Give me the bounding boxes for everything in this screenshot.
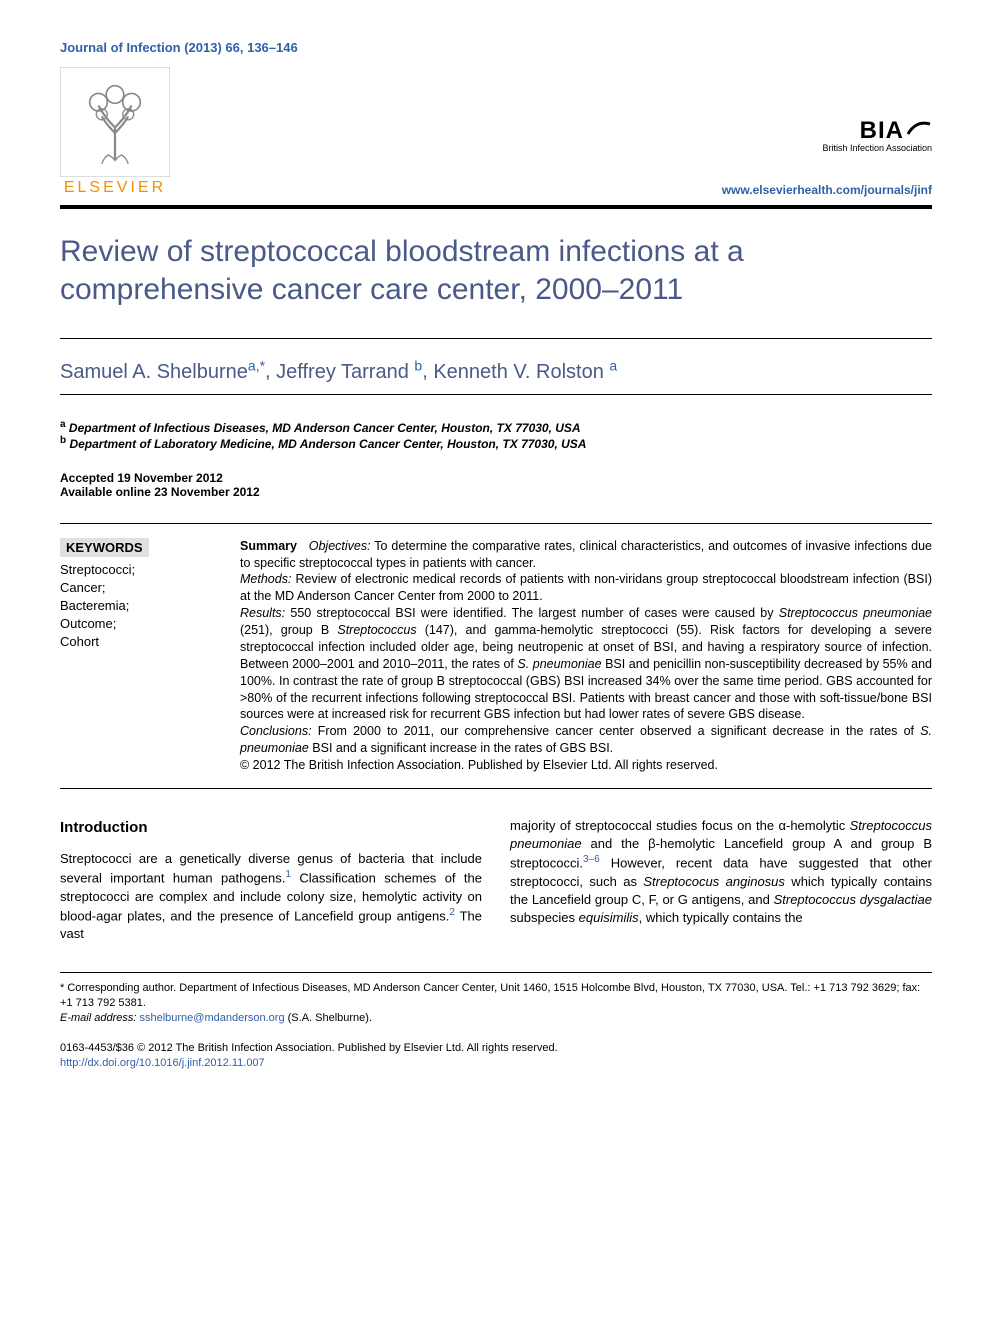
affiliation-a: a Department of Infectious Diseases, MD … bbox=[60, 419, 932, 435]
bia-logo-block: BIA British Infection Association bbox=[822, 117, 932, 153]
right-header: BIA British Infection Association www.el… bbox=[722, 117, 932, 197]
copyright-block: 0163-4453/$36 © 2012 The British Infecti… bbox=[60, 1041, 932, 1072]
accepted-date: Accepted 19 November 2012 bbox=[60, 471, 932, 485]
email-line: E-mail address: sshelburne@mdanderson.or… bbox=[60, 1011, 932, 1026]
ref-3-6[interactable]: 3–6 bbox=[583, 854, 600, 865]
objectives-label: Objectives: bbox=[309, 539, 371, 553]
elsevier-name: ELSEVIER bbox=[64, 179, 166, 197]
keyword-item: Outcome; bbox=[60, 615, 220, 633]
bia-logo-text: BIA bbox=[822, 117, 932, 145]
elsevier-tree-icon bbox=[60, 67, 170, 177]
summary-label: Summary bbox=[240, 539, 297, 553]
keyword-item: Bacteremia; bbox=[60, 597, 220, 615]
top-header-row: ELSEVIER BIA British Infection Associati… bbox=[60, 67, 932, 197]
intro-paragraph-2: majority of streptococcal studies focus … bbox=[510, 817, 932, 927]
bia-subtitle: British Infection Association bbox=[822, 143, 932, 153]
online-date: Available online 23 November 2012 bbox=[60, 485, 932, 499]
body-columns: Introduction Streptococci are a genetica… bbox=[60, 817, 932, 944]
intro-paragraph-1: Streptococci are a genetically diverse g… bbox=[60, 850, 482, 944]
corresponding-author: * Corresponding author. Department of In… bbox=[60, 981, 932, 1012]
conclusions-label: Conclusions: bbox=[240, 724, 312, 738]
results-label: Results: bbox=[240, 606, 285, 620]
journal-header: Journal of Infection (2013) 66, 136–146 bbox=[60, 40, 932, 55]
author-3: Kenneth V. Rolston a bbox=[433, 361, 617, 383]
abstract-block: KEYWORDS Streptococci; Cancer; Bacteremi… bbox=[60, 523, 932, 789]
affiliation-b: b Department of Laboratory Medicine, MD … bbox=[60, 435, 932, 451]
body-column-left: Introduction Streptococci are a genetica… bbox=[60, 817, 482, 944]
affiliations: a Department of Infectious Diseases, MD … bbox=[60, 419, 932, 451]
authors-line: Samuel A. Shelburnea,*, Jeffrey Tarrand … bbox=[60, 357, 932, 384]
keyword-item: Cancer; bbox=[60, 579, 220, 597]
article-dates: Accepted 19 November 2012 Available onli… bbox=[60, 471, 932, 499]
doi-link[interactable]: http://dx.doi.org/10.1016/j.jinf.2012.11… bbox=[60, 1057, 265, 1069]
footnote-rule bbox=[60, 972, 932, 973]
conclusions-text: From 2000 to 2011, our comprehensive can… bbox=[240, 724, 932, 755]
results-text: 550 streptococcal BSI were identified. T… bbox=[240, 606, 932, 721]
methods-label: Methods: bbox=[240, 572, 291, 586]
methods-text: Review of electronic medical records of … bbox=[240, 572, 932, 603]
copyright-line: 0163-4453/$36 © 2012 The British Infecti… bbox=[60, 1041, 932, 1056]
article-title: Review of streptococcal bloodstream infe… bbox=[60, 233, 932, 308]
bia-swoosh-icon bbox=[906, 118, 932, 138]
footnotes: * Corresponding author. Department of In… bbox=[60, 981, 932, 1027]
author-2: Jeffrey Tarrand b bbox=[276, 361, 422, 383]
keywords-list: Streptococci; Cancer; Bacteremia; Outcom… bbox=[60, 561, 220, 652]
keyword-item: Streptococci; bbox=[60, 561, 220, 579]
journal-url[interactable]: www.elsevierhealth.com/journals/jinf bbox=[722, 183, 932, 197]
summary-copyright: © 2012 The British Infection Association… bbox=[240, 758, 718, 772]
elsevier-logo: ELSEVIER bbox=[60, 67, 170, 197]
author-1: Samuel A. Shelburnea,* bbox=[60, 361, 265, 383]
summary-column: Summary Objectives: To determine the com… bbox=[240, 538, 932, 774]
keywords-label: KEYWORDS bbox=[60, 538, 149, 557]
title-rule-top bbox=[60, 338, 932, 339]
keyword-item: Cohort bbox=[60, 633, 220, 651]
introduction-heading: Introduction bbox=[60, 817, 482, 838]
title-rule-bottom bbox=[60, 394, 932, 395]
body-column-right: majority of streptococcal studies focus … bbox=[510, 817, 932, 944]
header-rule bbox=[60, 205, 932, 209]
email-link[interactable]: sshelburne@mdanderson.org bbox=[139, 1012, 284, 1024]
keywords-column: KEYWORDS Streptococci; Cancer; Bacteremi… bbox=[60, 538, 240, 774]
